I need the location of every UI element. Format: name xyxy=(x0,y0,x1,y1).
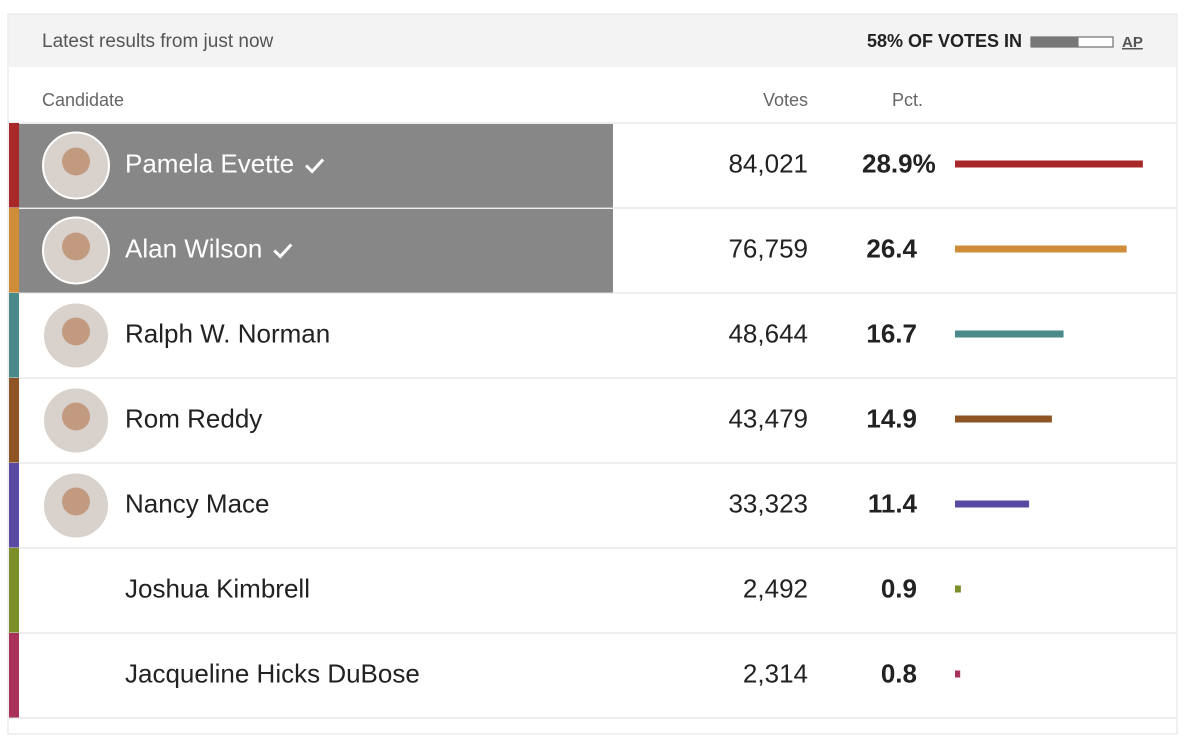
pct-bar xyxy=(955,415,1052,423)
vote-count: 48,644 xyxy=(728,318,808,348)
column-header: Candidate xyxy=(42,90,124,110)
source-link[interactable]: AP xyxy=(1122,34,1143,51)
vote-count: 2,492 xyxy=(743,573,808,603)
header-title: Latest results from just now xyxy=(42,31,274,52)
winner-highlight xyxy=(19,209,613,293)
party-strip xyxy=(9,463,19,548)
pct-bar xyxy=(955,670,961,678)
photo-head xyxy=(62,317,90,346)
vote-pct: 0.9 xyxy=(881,573,917,603)
candidate-name: Pamela Evette xyxy=(125,148,294,178)
party-strip xyxy=(9,123,19,208)
vote-pct: 26.4 xyxy=(866,233,917,263)
winner-check xyxy=(305,158,325,174)
vote-pct: 14.9 xyxy=(866,403,917,433)
photo-head xyxy=(62,147,90,176)
candidate-name: Joshua Kimbrell xyxy=(125,573,310,603)
photo-head xyxy=(62,402,90,431)
candidate-name: Alan Wilson xyxy=(125,233,262,263)
party-strip xyxy=(9,293,19,378)
vote-count: 33,323 xyxy=(728,488,808,518)
candidate-name: Rom Reddy xyxy=(125,403,262,433)
vote-pct: 0.8 xyxy=(881,658,917,688)
pct-bar xyxy=(955,330,1064,338)
vote-count: 84,021 xyxy=(728,148,808,178)
candidate-name: Ralph W. Norman xyxy=(125,318,330,348)
party-strip xyxy=(9,208,19,293)
card xyxy=(7,13,1178,735)
party-strip xyxy=(9,548,19,633)
vote-count: 76,759 xyxy=(728,233,808,263)
vote-count: 43,479 xyxy=(728,403,808,433)
pct-bar xyxy=(955,245,1127,253)
vote-pct: 11.4 xyxy=(868,488,918,518)
vote-pct: 16.7 xyxy=(866,318,917,348)
candidate-name: Nancy Mace xyxy=(125,488,270,518)
vote-count: 2,314 xyxy=(743,658,808,688)
party-strip xyxy=(9,633,19,718)
photo-head xyxy=(62,232,90,261)
pct-bar xyxy=(955,585,961,593)
pct-bar xyxy=(955,500,1030,508)
party-strip xyxy=(9,378,19,463)
column-header: Votes xyxy=(763,90,808,110)
photo-head xyxy=(62,487,90,516)
candidate-name: Jacqueline Hicks DuBose xyxy=(125,658,420,688)
pct-bar xyxy=(955,160,1143,168)
column-header: Pct. xyxy=(892,90,923,110)
winner-check xyxy=(273,243,293,259)
vote-pct: 28.9% xyxy=(862,148,936,178)
reporting-fill xyxy=(1031,37,1079,47)
reporting-label: 58% OF VOTES IN xyxy=(867,31,1022,51)
header-band xyxy=(9,15,1176,67)
